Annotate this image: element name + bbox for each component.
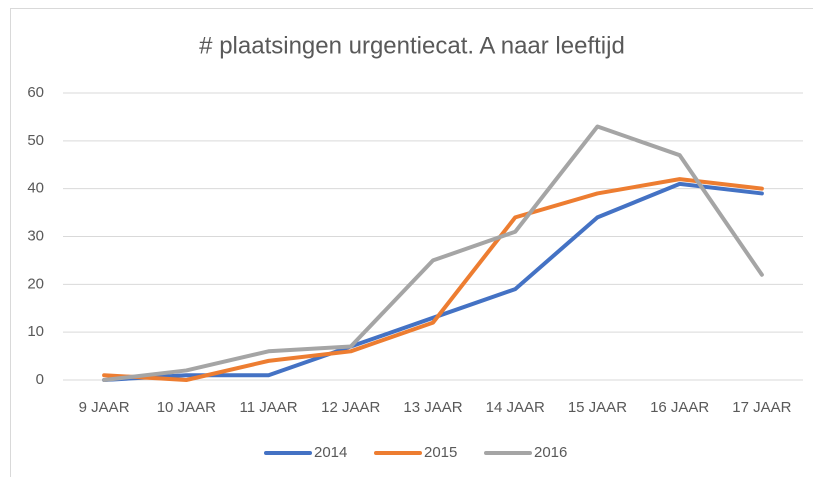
- y-tick-label: 50: [27, 132, 44, 149]
- x-tick-label: 16 JAAR: [650, 399, 709, 416]
- y-tick-label: 40: [27, 180, 44, 197]
- x-tick-label: 11 JAAR: [240, 399, 298, 416]
- x-tick-label: 14 JAAR: [486, 399, 545, 416]
- chart-title: # plaatsingen urgentiecat. A naar leefti…: [199, 32, 625, 59]
- x-tick-label: 12 JAAR: [321, 399, 380, 416]
- chart-frame: [10, 8, 813, 477]
- y-tick-label: 30: [27, 227, 44, 244]
- legend-label: 2014: [314, 444, 347, 461]
- x-tick-label: 10 JAAR: [157, 399, 216, 416]
- legend-label: 2016: [534, 444, 567, 461]
- y-tick-label: 0: [36, 371, 44, 388]
- x-tick-label: 17 JAAR: [732, 399, 791, 416]
- series-line: [102, 177, 764, 382]
- x-tick-label: 15 JAAR: [568, 399, 627, 416]
- y-tick-label: 10: [27, 323, 44, 340]
- y-tick-label: 60: [27, 84, 44, 101]
- x-tick-label: 13 JAAR: [403, 399, 462, 416]
- y-tick-label: 20: [27, 275, 44, 292]
- series-line: [102, 124, 764, 382]
- x-tick-label: 9 JAAR: [79, 399, 130, 416]
- legend-label: 2015: [424, 444, 457, 461]
